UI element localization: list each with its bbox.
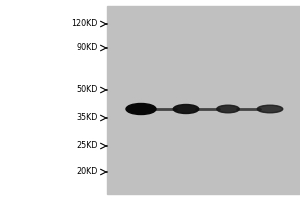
Ellipse shape — [217, 105, 239, 113]
Text: 35KD: 35KD — [76, 114, 98, 122]
Text: 90KD: 90KD — [76, 44, 98, 52]
Text: 25KD: 25KD — [76, 142, 98, 150]
Ellipse shape — [173, 104, 199, 114]
Bar — [106, 6, 300, 194]
Ellipse shape — [257, 105, 283, 113]
Text: 20KD: 20KD — [76, 168, 98, 176]
Ellipse shape — [126, 104, 156, 114]
Text: 50KD: 50KD — [76, 85, 98, 94]
Text: 120KD: 120KD — [71, 20, 98, 28]
